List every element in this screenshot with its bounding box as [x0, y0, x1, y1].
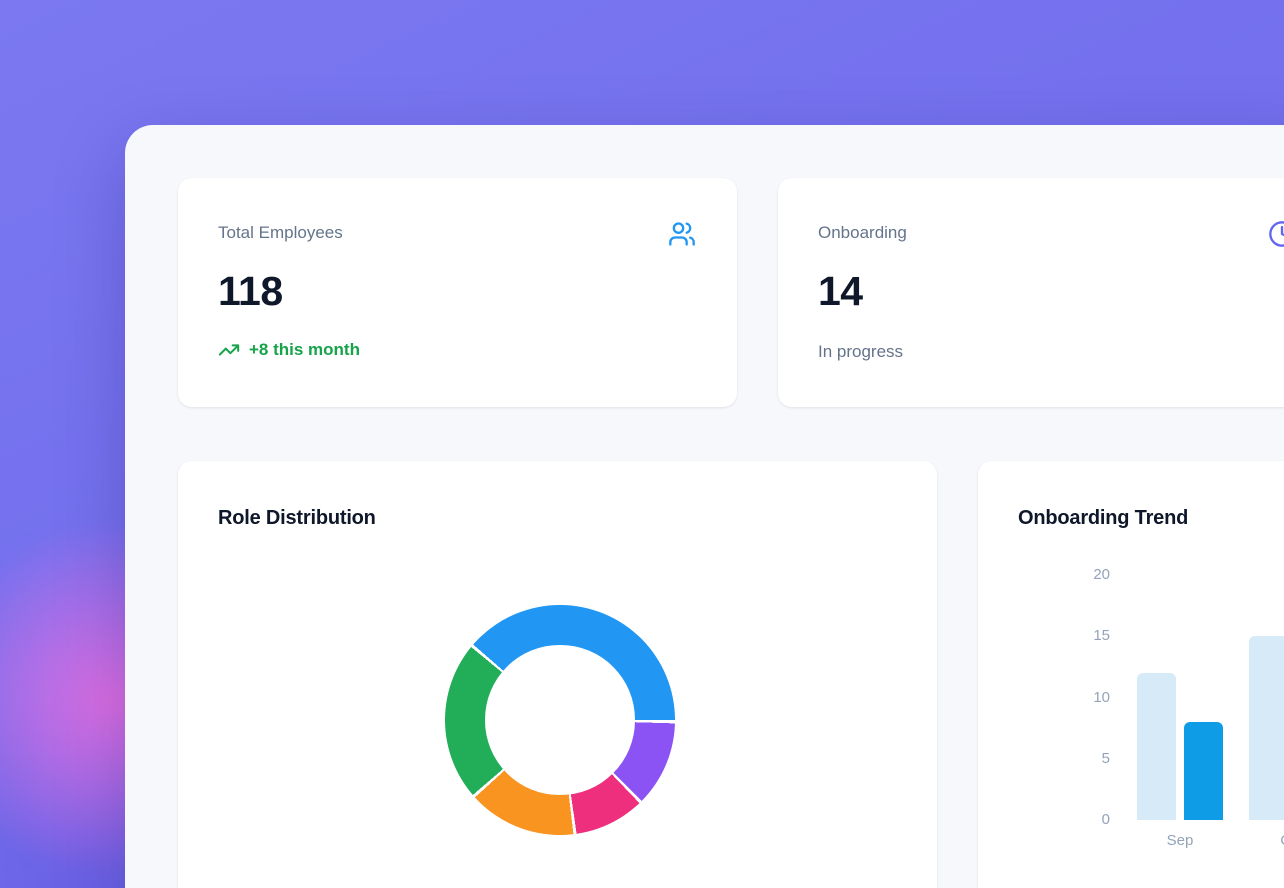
trending-up-icon [218, 339, 240, 361]
y-tick-label: 20 [1093, 566, 1110, 583]
y-tick-label: 5 [1101, 749, 1110, 767]
role-donut [445, 605, 675, 835]
dashboard-panel: Total Employees 118 +8 this month Onboar… [125, 125, 1284, 888]
stat-card-total-employees: Total Employees 118 +8 this month [178, 178, 737, 407]
bar-sep-dark-blue [1184, 722, 1223, 820]
stat-label: Total Employees [218, 223, 343, 242]
stat-value: 14 [818, 268, 863, 314]
chart-title: Role Distribution [218, 507, 376, 529]
bar-oct-light-blue [1249, 636, 1284, 820]
y-tick-label: 0 [1101, 811, 1110, 828]
x-tick-label: Oct [1239, 832, 1284, 849]
clock-icon [1268, 220, 1284, 248]
stat-value: 118 [218, 268, 283, 314]
chart-title: Onboarding Trend [1018, 507, 1189, 529]
donut-hole [485, 645, 635, 795]
stat-card-onboarding: Onboarding 14 In progress [778, 178, 1284, 407]
y-tick-label: 10 [1093, 688, 1110, 706]
users-icon [668, 220, 696, 248]
stat-subtitle: In progress [818, 342, 904, 361]
x-tick-label: Sep [1166, 832, 1194, 849]
y-tick-label: 15 [1093, 627, 1110, 645]
chart-card-onboarding-trend: Onboarding Trend 0 5 10 15 20 Sep Oct [978, 461, 1284, 888]
chart-card-role-distribution: Role Distribution [178, 461, 937, 888]
stat-delta-text: +8 this month [249, 340, 360, 359]
trend-chart: 0 5 10 15 20 Sep Oct [978, 461, 1284, 888]
bar-sep-light-blue [1137, 673, 1176, 820]
stat-label: Onboarding [818, 223, 907, 242]
stat-delta-row: +8 this month [218, 338, 697, 362]
